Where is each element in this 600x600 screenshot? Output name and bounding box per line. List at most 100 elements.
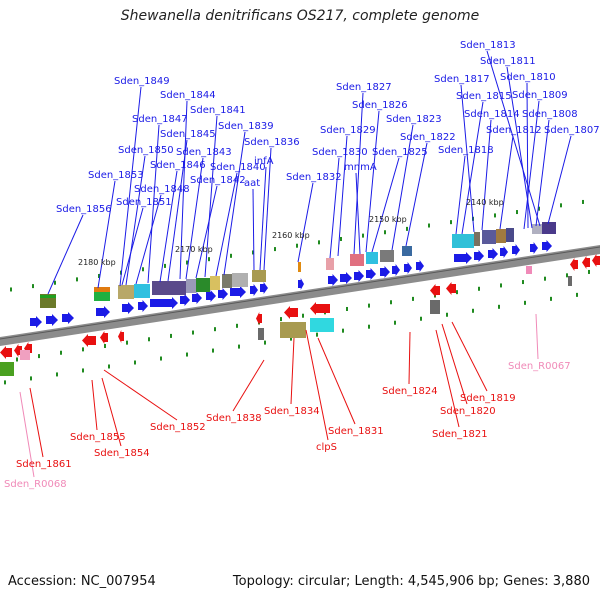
gene-label-sden-1815[interactable]: Sden_1815 (456, 91, 512, 102)
feature-block[interactable] (430, 300, 440, 314)
forward-gene-arrow[interactable] (474, 250, 484, 262)
feature-block[interactable] (350, 254, 364, 266)
gene-label-sden-1854[interactable]: Sden_1854 (94, 448, 150, 459)
gene-label-sden-1843[interactable]: Sden_1843 (176, 147, 232, 158)
gene-label-sden-1842[interactable]: Sden_1842 (190, 175, 246, 186)
feature-block[interactable] (452, 234, 474, 248)
gene-label-sden-1850[interactable]: Sden_1850 (118, 145, 174, 156)
gene-label-sden-1821[interactable]: Sden_1821 (432, 429, 488, 440)
reverse-gene-arrow[interactable] (582, 256, 590, 269)
feature-block[interactable] (542, 222, 556, 234)
reverse-gene-arrow[interactable] (284, 306, 298, 319)
forward-gene-arrow[interactable] (218, 288, 228, 300)
forward-gene-arrow[interactable] (542, 240, 552, 252)
gene-label-sden-1847[interactable]: Sden_1847 (132, 114, 188, 125)
gene-label-sden-1832[interactable]: Sden_1832 (286, 172, 342, 183)
gene-label-sden-1827[interactable]: Sden_1827 (336, 82, 392, 93)
reverse-gene-arrow[interactable] (430, 284, 440, 297)
gene-label-mnma[interactable]: mnmA (344, 162, 377, 173)
gene-label-sden-1825[interactable]: Sden_1825 (372, 147, 428, 158)
rna-label-sden-r0068[interactable]: Sden_R0068 (4, 479, 67, 490)
reverse-gene-arrow[interactable] (82, 334, 96, 347)
feature-block[interactable] (310, 318, 334, 332)
reverse-gene-arrow[interactable] (118, 330, 124, 343)
gene-label-sden-1836[interactable]: Sden_1836 (244, 137, 300, 148)
gene-label-sden-1838[interactable]: Sden_1838 (206, 413, 262, 424)
forward-gene-arrow[interactable] (340, 272, 352, 284)
forward-gene-arrow[interactable] (392, 264, 400, 276)
gene-label-sden-1840[interactable]: Sden_1840 (210, 162, 266, 173)
forward-gene-arrow[interactable] (230, 286, 246, 298)
gene-label-sden-1846[interactable]: Sden_1846 (150, 160, 206, 171)
forward-gene-arrow[interactable] (250, 284, 258, 296)
feature-block[interactable] (366, 252, 378, 264)
gene-label-clps[interactable]: clpS (316, 442, 337, 453)
forward-gene-arrow[interactable] (530, 242, 538, 254)
gene-label-sden-1839[interactable]: Sden_1839 (218, 121, 274, 132)
gene-label-sden-1853[interactable]: Sden_1853 (88, 170, 144, 181)
feature-block[interactable] (298, 262, 301, 272)
gene-label-sden-1830[interactable]: Sden_1830 (312, 147, 368, 158)
forward-gene-arrow[interactable] (206, 290, 216, 302)
gene-label-sden-1809[interactable]: Sden_1809 (512, 90, 568, 101)
reverse-gene-arrow[interactable] (256, 312, 262, 325)
feature-block[interactable] (186, 279, 196, 293)
forward-gene-arrow[interactable] (380, 266, 390, 278)
feature-block[interactable] (40, 295, 56, 298)
reverse-gene-arrow[interactable] (310, 302, 330, 315)
reverse-gene-arrow[interactable] (0, 346, 12, 359)
feature-block[interactable] (210, 276, 220, 290)
reverse-gene-arrow[interactable] (570, 258, 578, 271)
feature-block[interactable] (222, 274, 232, 288)
forward-gene-arrow[interactable] (180, 294, 190, 306)
feature-block[interactable] (152, 281, 186, 295)
reverse-gene-arrow[interactable] (100, 331, 108, 344)
forward-gene-arrow[interactable] (454, 252, 472, 264)
reverse-gene-arrow[interactable] (592, 254, 600, 267)
forward-gene-arrow[interactable] (416, 260, 424, 272)
feature-block[interactable] (118, 285, 134, 299)
feature-block[interactable] (496, 229, 506, 243)
gene-label-sden-1823[interactable]: Sden_1823 (386, 114, 442, 125)
gene-label-aat[interactable]: aat (244, 178, 260, 189)
feature-block[interactable] (196, 278, 210, 292)
forward-gene-arrow[interactable] (192, 292, 202, 304)
forward-gene-arrow[interactable] (354, 270, 364, 282)
forward-gene-arrow[interactable] (404, 262, 412, 274)
gene-label-sden-1861[interactable]: Sden_1861 (16, 459, 72, 470)
gene-label-sden-1820[interactable]: Sden_1820 (440, 406, 496, 417)
gene-label-sden-1848[interactable]: Sden_1848 (134, 184, 190, 195)
gene-label-sden-1811[interactable]: Sden_1811 (480, 56, 536, 67)
gene-label-sden-1845[interactable]: Sden_1845 (160, 129, 216, 140)
forward-gene-arrow[interactable] (122, 302, 134, 314)
gene-label-sden-1831[interactable]: Sden_1831 (328, 426, 384, 437)
feature-block[interactable] (280, 322, 306, 338)
feature-block[interactable] (532, 224, 542, 234)
forward-gene-arrow[interactable] (298, 278, 304, 290)
forward-gene-arrow[interactable] (138, 300, 148, 312)
feature-block[interactable] (20, 350, 30, 360)
gene-label-sden-1808[interactable]: Sden_1808 (522, 109, 578, 120)
forward-gene-arrow[interactable] (30, 316, 42, 328)
feature-block[interactable] (568, 276, 572, 286)
feature-block[interactable] (94, 287, 110, 292)
gene-label-sden-1819[interactable]: Sden_1819 (460, 393, 516, 404)
rna-label-sden-r0067[interactable]: Sden_R0067 (508, 361, 571, 372)
gene-label-sden-1852[interactable]: Sden_1852 (150, 422, 206, 433)
feature-block[interactable] (526, 266, 532, 274)
feature-block[interactable] (232, 273, 248, 287)
feature-block[interactable] (326, 258, 334, 270)
gene-label-sden-1829[interactable]: Sden_1829 (320, 125, 376, 136)
forward-gene-arrow[interactable] (46, 314, 58, 326)
feature-block[interactable] (258, 328, 264, 340)
feature-block[interactable] (0, 362, 14, 376)
forward-gene-arrow[interactable] (150, 297, 178, 309)
reverse-gene-arrow[interactable] (446, 282, 456, 295)
gene-label-sden-1807[interactable]: Sden_1807 (544, 125, 600, 136)
gene-label-sden-1824[interactable]: Sden_1824 (382, 386, 438, 397)
forward-gene-arrow[interactable] (96, 306, 110, 318)
gene-label-sden-1844[interactable]: Sden_1844 (160, 90, 216, 101)
forward-gene-arrow[interactable] (62, 312, 74, 324)
feature-block[interactable] (252, 270, 266, 282)
gene-label-sden-1856[interactable]: Sden_1856 (56, 204, 112, 215)
